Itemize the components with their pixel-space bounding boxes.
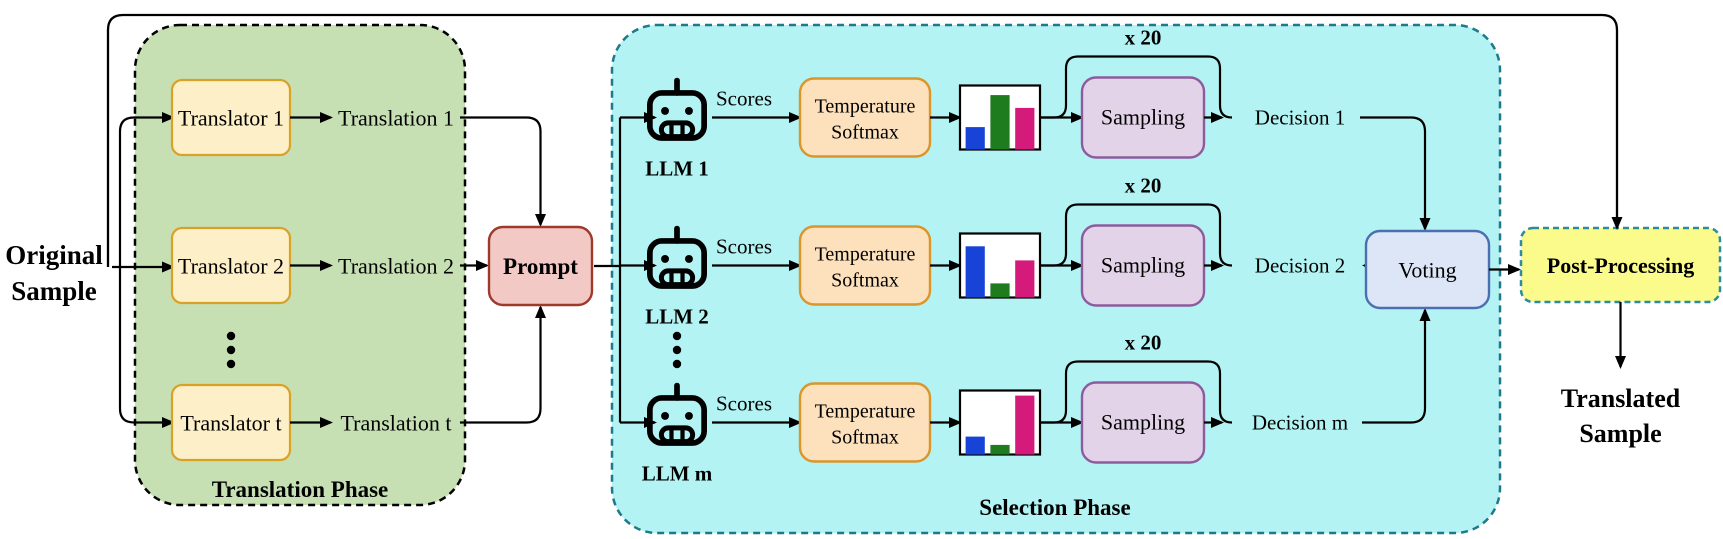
svg-text:Softmax: Softmax [831, 270, 899, 292]
svg-text:Translation 2: Translation 2 [338, 254, 454, 279]
svg-text:x 20: x 20 [1125, 174, 1162, 198]
svg-text:Sampling: Sampling [1101, 105, 1185, 130]
svg-text:Decision 1: Decision 1 [1255, 106, 1345, 130]
svg-text:x 20: x 20 [1125, 26, 1162, 50]
svg-text:Temperature: Temperature [815, 244, 916, 266]
svg-text:Prompt: Prompt [503, 254, 578, 279]
svg-text:Translator t: Translator t [180, 411, 281, 436]
svg-text:Decision 2: Decision 2 [1255, 254, 1345, 278]
svg-text:Softmax: Softmax [831, 122, 899, 144]
svg-text:Scores: Scores [716, 87, 772, 111]
svg-text:Sample: Sample [1579, 419, 1661, 448]
svg-text:Original: Original [5, 240, 103, 270]
svg-text:Translator 2: Translator 2 [178, 254, 284, 279]
svg-text:Temperature: Temperature [815, 96, 916, 118]
svg-text:Translation 1: Translation 1 [338, 106, 454, 131]
svg-text:Translator 1: Translator 1 [178, 106, 284, 131]
svg-text:Translation Phase: Translation Phase [212, 477, 389, 502]
svg-text:Sample: Sample [11, 276, 97, 306]
svg-text:x 20: x 20 [1125, 331, 1162, 355]
svg-text:Sampling: Sampling [1101, 410, 1185, 435]
svg-text:Scores: Scores [716, 392, 772, 416]
svg-text:Translated: Translated [1561, 384, 1681, 413]
svg-text:Softmax: Softmax [831, 427, 899, 449]
svg-text:LLM 1: LLM 1 [645, 157, 709, 181]
svg-text:Voting: Voting [1398, 258, 1456, 283]
svg-text:LLM 2: LLM 2 [645, 305, 709, 329]
svg-text:Post-Processing: Post-Processing [1547, 253, 1694, 278]
svg-text:Selection Phase: Selection Phase [979, 495, 1130, 520]
svg-text:LLM m: LLM m [642, 462, 713, 486]
svg-text:Temperature: Temperature [815, 401, 916, 423]
svg-text:Scores: Scores [716, 235, 772, 259]
svg-text:Sampling: Sampling [1101, 253, 1185, 278]
svg-text:Translation t: Translation t [340, 411, 451, 436]
svg-text:Decision m: Decision m [1252, 411, 1348, 435]
